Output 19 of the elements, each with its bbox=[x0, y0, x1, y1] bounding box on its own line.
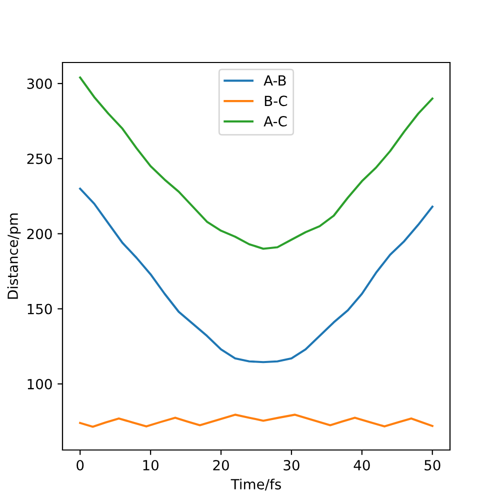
legend-label: A-C bbox=[264, 116, 287, 127]
legend-label: A-B bbox=[264, 75, 286, 86]
x-tick-label: 0 bbox=[76, 460, 84, 470]
y-tick-label: 250 bbox=[27, 154, 52, 164]
x-tick-label: 40 bbox=[354, 460, 370, 470]
x-tick-label: 30 bbox=[284, 460, 300, 470]
y-tick-label: 200 bbox=[27, 228, 52, 240]
y-tick-label: 100 bbox=[28, 378, 52, 390]
y-axis-title: Distance/pm bbox=[7, 214, 21, 299]
x-axis-title: Time/fs bbox=[230, 478, 281, 491]
x-tick-label: 50 bbox=[424, 460, 440, 470]
line-series bbox=[79, 188, 434, 364]
x-tick-label: 10 bbox=[143, 460, 158, 470]
legend-label: B-C bbox=[264, 96, 288, 106]
line-series bbox=[79, 76, 434, 250]
y-tick-label: 150 bbox=[28, 304, 52, 314]
y-tick-label: 300 bbox=[27, 78, 52, 89]
line-series bbox=[79, 414, 434, 428]
x-tick-label: 20 bbox=[213, 460, 229, 470]
